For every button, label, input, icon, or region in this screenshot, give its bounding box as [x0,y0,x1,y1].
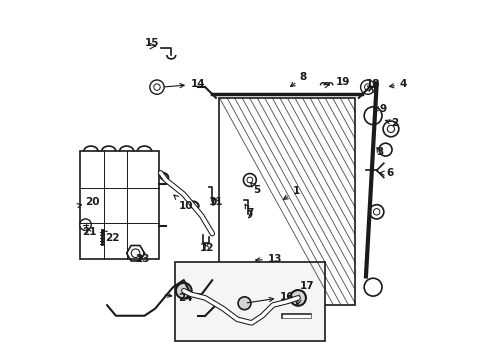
Text: 19: 19 [324,77,349,88]
Text: 1: 1 [283,186,299,199]
Text: 21: 21 [82,228,96,237]
Circle shape [131,249,140,257]
Text: 3: 3 [375,147,383,157]
Text: 17: 17 [299,281,314,291]
Circle shape [386,125,394,132]
Circle shape [153,84,160,90]
Text: 10: 10 [174,195,193,211]
Text: 9: 9 [373,104,386,114]
Text: 6: 6 [379,168,393,179]
Text: 22: 22 [102,230,120,243]
Text: 4: 4 [389,79,407,89]
Text: 7: 7 [244,204,253,218]
Text: 5: 5 [250,183,260,194]
Circle shape [364,107,381,125]
Text: 24: 24 [165,293,193,303]
Text: 16: 16 [247,292,294,303]
Circle shape [364,84,370,90]
Text: 20: 20 [77,197,100,208]
Circle shape [246,177,252,183]
Circle shape [176,283,191,298]
Circle shape [290,290,305,306]
Circle shape [382,121,398,137]
Circle shape [369,204,383,219]
Bar [175,262,324,341]
Text: 2: 2 [385,118,397,129]
Bar [219,98,354,305]
Circle shape [360,80,374,94]
Circle shape [373,208,379,215]
Text: 11: 11 [208,197,223,207]
Text: 23: 23 [135,254,150,264]
Text: 18: 18 [365,79,380,93]
Text: 13: 13 [255,254,282,264]
Text: 12: 12 [200,243,214,253]
Circle shape [149,80,164,94]
Circle shape [378,143,391,156]
Text: 15: 15 [144,38,159,48]
Circle shape [238,297,250,310]
Text: 8: 8 [290,72,306,86]
Circle shape [243,174,256,186]
Text: 14: 14 [164,79,205,89]
Circle shape [364,278,381,296]
Circle shape [80,219,91,230]
FancyBboxPatch shape [80,152,159,258]
